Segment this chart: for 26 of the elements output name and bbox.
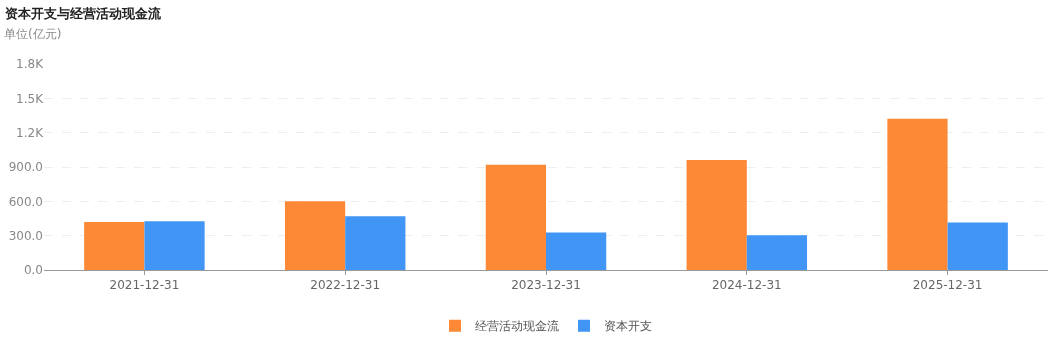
bar [144,221,205,270]
chart-title: 资本开支与经营活动现金流 [5,5,163,21]
bar [746,235,808,270]
x-tick-label: 2021-12-31 [109,278,180,293]
bar [546,232,607,270]
bar [345,216,406,270]
bar [887,118,948,270]
y-axis-title: 单位(亿元) [4,27,62,41]
legend-label: 资本开支 [604,319,652,334]
bar [84,222,145,270]
bar [284,201,346,270]
y-tick-label: 600.0 [8,194,43,209]
x-tick-label: 2024-12-31 [711,278,782,293]
y-tick-label: 1.8K [16,57,45,72]
y-tick-label: 900.0 [8,160,43,175]
y-tick-label: 0.0 [23,263,43,278]
legend-label: 经营活动现金流 [475,319,559,334]
y-tick-label: 1.5K [16,91,45,106]
y-tick-label: 300.0 [8,228,43,243]
x-tick-label: 2022-12-31 [310,278,381,293]
x-tick-label: 2023-12-31 [511,278,581,293]
bar [485,164,546,270]
bar [686,160,747,270]
y-tick-label: 1.2K [16,125,45,140]
bar [947,222,1008,270]
x-tick-label: 2025-12-31 [912,278,983,293]
